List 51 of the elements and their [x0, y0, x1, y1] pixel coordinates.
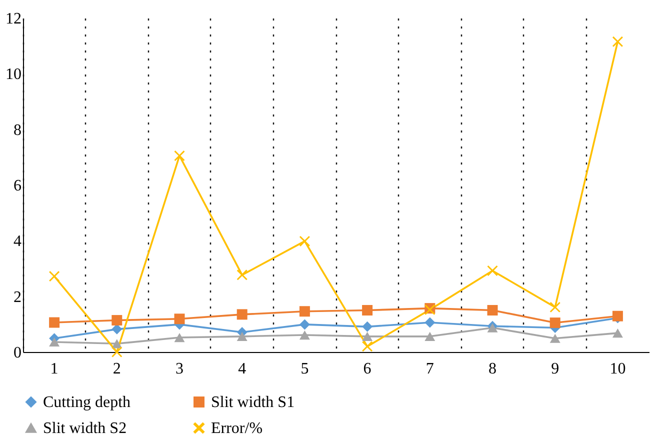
- y-tick-label: 6: [14, 178, 22, 194]
- point: [236, 332, 248, 341]
- point: [487, 323, 498, 332]
- point: [299, 330, 310, 340]
- x-tick-label: 7: [426, 360, 434, 378]
- point: [424, 317, 436, 328]
- x-tick-label: 5: [300, 360, 309, 378]
- point: [550, 302, 560, 312]
- point: [174, 332, 185, 342]
- point: [236, 309, 248, 320]
- point: [362, 332, 373, 341]
- point: [174, 150, 185, 162]
- point: [299, 319, 310, 330]
- point: [49, 317, 60, 328]
- point: [112, 339, 122, 348]
- point: [550, 334, 560, 343]
- x-tick-label: 10: [610, 360, 626, 378]
- point: [299, 236, 310, 246]
- point: [612, 36, 623, 47]
- point: [112, 346, 122, 358]
- point: [362, 341, 373, 352]
- y-tick-label: 8: [14, 122, 22, 139]
- point: [112, 315, 122, 326]
- legend-label: Cutting depth: [43, 394, 131, 411]
- x-tick-label: 4: [238, 360, 246, 378]
- y-tick-label: 2: [14, 288, 22, 306]
- x-tick-label: 9: [551, 360, 560, 378]
- point: [424, 332, 436, 341]
- x-tick-label: 8: [488, 360, 496, 378]
- point: [299, 306, 310, 317]
- y-tick-label: 10: [6, 66, 22, 84]
- point: [362, 305, 373, 316]
- point: [487, 265, 498, 276]
- x-tick-label: 3: [176, 360, 184, 378]
- x-tick-label: 1: [50, 360, 58, 378]
- point: [49, 337, 60, 347]
- x-tick-label: 2: [112, 360, 121, 378]
- point: [49, 271, 60, 282]
- legend-label: Error/%: [211, 420, 263, 437]
- legend-label: Slit width S1: [211, 394, 295, 411]
- y-tick-label: 0: [14, 344, 22, 362]
- legend-label: Slit width S2: [43, 420, 127, 437]
- point: [487, 305, 498, 316]
- y-tick-label: 4: [14, 233, 22, 250]
- y-tick-label: 12: [6, 10, 22, 28]
- point: [550, 318, 560, 328]
- point: [236, 270, 248, 280]
- x-tick-label: 6: [363, 360, 372, 378]
- point: [362, 321, 373, 332]
- point: [612, 328, 623, 338]
- point: [174, 314, 185, 324]
